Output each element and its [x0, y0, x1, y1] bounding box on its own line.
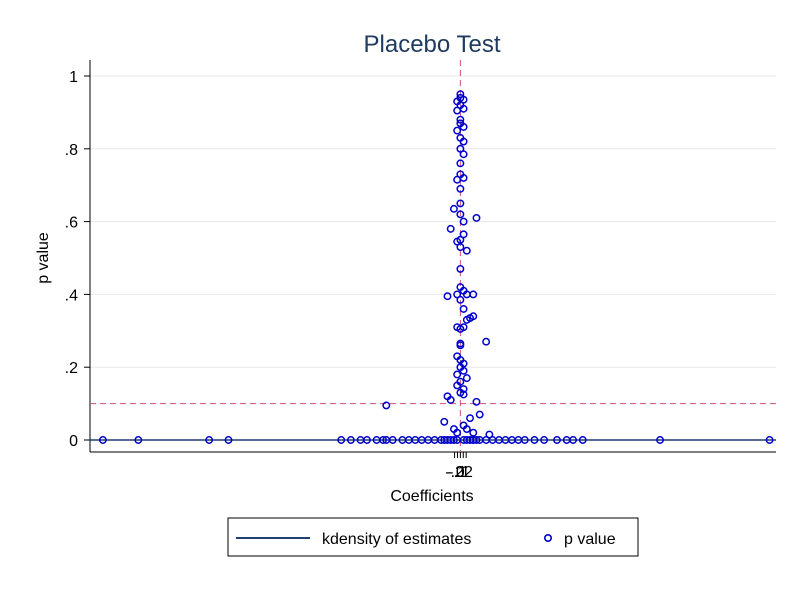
- scatter-point: [520, 436, 529, 444]
- scatter-point: [453, 175, 462, 184]
- scatter-point: [456, 295, 465, 304]
- scatter-point: [656, 436, 665, 444]
- scatter-point: [224, 436, 233, 444]
- scatter-point: [456, 264, 465, 273]
- scatter-point: [462, 425, 471, 434]
- scatter-point: [346, 436, 355, 444]
- y-gridlines: [90, 75, 776, 441]
- x-axis-ticks: -.2-.10.1.2: [445, 452, 473, 481]
- scatter-point: [540, 436, 549, 444]
- scatter-point: [472, 436, 481, 444]
- scatter-point: [453, 106, 462, 115]
- reference-lines: [90, 60, 776, 452]
- scatter-point: [388, 436, 397, 444]
- scatter-point: [456, 243, 465, 252]
- scatter-point: [469, 428, 478, 437]
- scatter-point: [453, 428, 462, 437]
- y-axis-ticks: 0 .2 .4 .6 .8 1: [65, 69, 90, 450]
- scatter-points: [98, 90, 774, 444]
- scatter-point: [485, 430, 494, 439]
- scatter-point: [440, 417, 449, 426]
- scatter-point: [459, 217, 468, 226]
- scatter-point: [459, 390, 468, 399]
- legend-label-pvalue: p value: [564, 531, 616, 548]
- scatter-point: [459, 150, 468, 159]
- scatter-point: [449, 204, 458, 213]
- legend-label-kdensity: kdensity of estimates: [322, 531, 471, 548]
- scatter-point: [578, 436, 587, 444]
- scatter-point: [456, 341, 465, 350]
- y-tick-label: .6: [65, 215, 78, 232]
- scatter-point: [134, 436, 143, 444]
- x-tick-label: 0: [456, 464, 465, 481]
- scatter-point: [475, 410, 484, 419]
- scatter-point: [466, 414, 474, 423]
- scatter-point: [205, 436, 214, 444]
- scatter-point: [453, 381, 462, 390]
- scatter-point: [459, 137, 468, 146]
- y-axis-label: p value: [35, 232, 52, 284]
- scatter-point: [459, 123, 468, 131]
- scatter-point: [446, 224, 455, 233]
- scatter-point: [472, 214, 481, 222]
- y-tick-label: .2: [65, 360, 78, 377]
- scatter-point: [456, 115, 465, 124]
- scatter-point: [456, 199, 465, 208]
- plot-area: [90, 60, 776, 452]
- x-tick-label: -.2: [445, 464, 464, 481]
- scatter-point: [569, 436, 578, 444]
- scatter-point: [459, 366, 468, 375]
- scatter-point: [453, 370, 462, 379]
- x-tick-label: .1: [457, 464, 470, 481]
- y-tick-label: .4: [65, 287, 78, 304]
- scatter-point: [482, 337, 491, 346]
- legend: kdensity of estimates p value: [227, 517, 639, 557]
- scatter-point: [462, 246, 471, 255]
- scatter-point: [469, 312, 478, 321]
- scatter-point: [443, 292, 452, 301]
- scatter-point: [456, 159, 465, 168]
- scatter-point: [449, 436, 458, 444]
- y-tick-label: 1: [69, 69, 78, 86]
- scatter-point: [469, 290, 478, 299]
- scatter-point: [462, 374, 471, 383]
- x-axis-label: Coefficients: [390, 488, 473, 505]
- y-tick-label: 0: [69, 433, 78, 450]
- scatter-point: [446, 396, 455, 404]
- scatter-point: [456, 210, 465, 219]
- scatter-point: [98, 436, 107, 444]
- scatter-point: [379, 436, 388, 444]
- scatter-point: [459, 305, 468, 313]
- scatter-point: [453, 126, 462, 135]
- scatter-point: [472, 397, 481, 406]
- scatter-point: [553, 436, 561, 444]
- legend-marker-swatch: [543, 533, 552, 542]
- scatter-point: [337, 436, 346, 444]
- scatter-point: [456, 184, 465, 193]
- chart-title: Placebo Test: [364, 31, 501, 58]
- scatter-point: [765, 436, 774, 444]
- scatter-point: [363, 436, 371, 444]
- scatter-point: [530, 436, 539, 444]
- scatter-point: [456, 325, 465, 333]
- y-tick-label: .8: [65, 142, 78, 159]
- scatter-point: [382, 401, 391, 410]
- x-tick-label: -.1: [448, 464, 467, 481]
- x-tick-label: .2: [460, 464, 473, 481]
